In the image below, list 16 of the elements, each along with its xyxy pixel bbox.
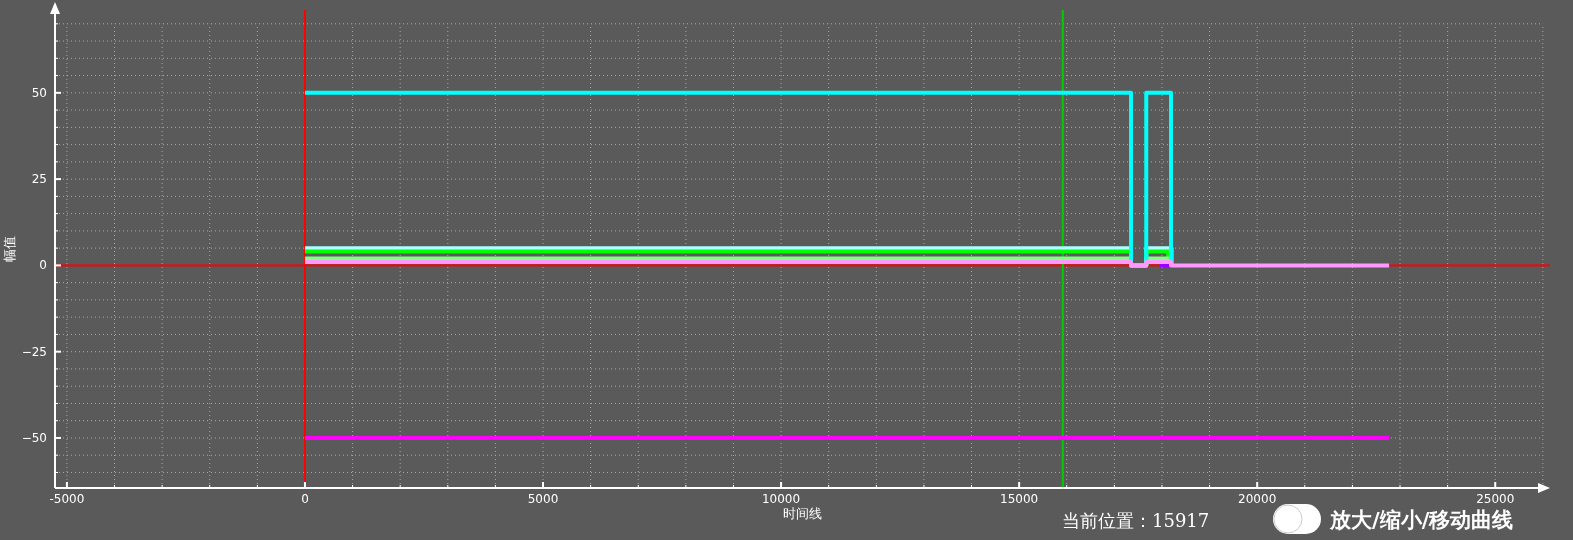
x-tick-label: 5000 [527, 492, 559, 506]
x-axis-title: 时间线 [783, 506, 822, 521]
x-tick-label: 20000 [1238, 492, 1277, 506]
text: 当前位置：15917 [1062, 510, 1210, 531]
x-tick-label: 25000 [1476, 492, 1515, 506]
y-tick-label: −25 [21, 344, 47, 359]
x-tick-label: 0 [301, 492, 309, 506]
y-tick-label: 50 [31, 85, 47, 100]
x-tick-label: 10000 [761, 492, 801, 506]
y-axis-title: 幅值 [2, 236, 17, 262]
x-tick-label: 15000 [1000, 492, 1039, 506]
y-tick-label: 0 [39, 258, 47, 273]
text: 放大/缩小/移动曲线 [1329, 507, 1514, 532]
x-tick-label: -5000 [49, 492, 85, 506]
y-tick-label: −50 [21, 430, 47, 445]
y-tick-label: 25 [31, 172, 47, 187]
